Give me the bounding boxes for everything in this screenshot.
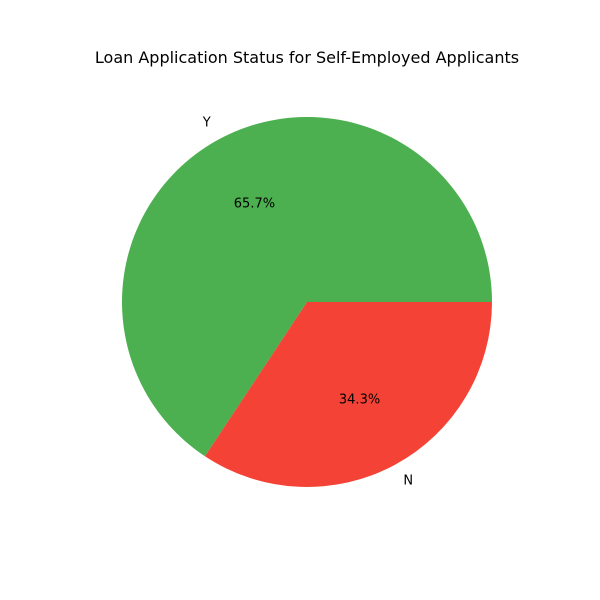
pie-slices <box>122 117 493 488</box>
slice-label-n: N <box>403 474 413 489</box>
pie-slice-y <box>122 117 492 457</box>
pie-labels: Y 65.7% N 34.3% <box>202 115 413 488</box>
chart-title: Loan Application Status for Self-Employe… <box>95 48 519 67</box>
slice-percent-y: 65.7% <box>234 197 275 212</box>
slice-label-y: Y <box>202 115 211 130</box>
slice-percent-n: 34.3% <box>339 392 380 407</box>
pie-slice-n <box>204 302 493 488</box>
